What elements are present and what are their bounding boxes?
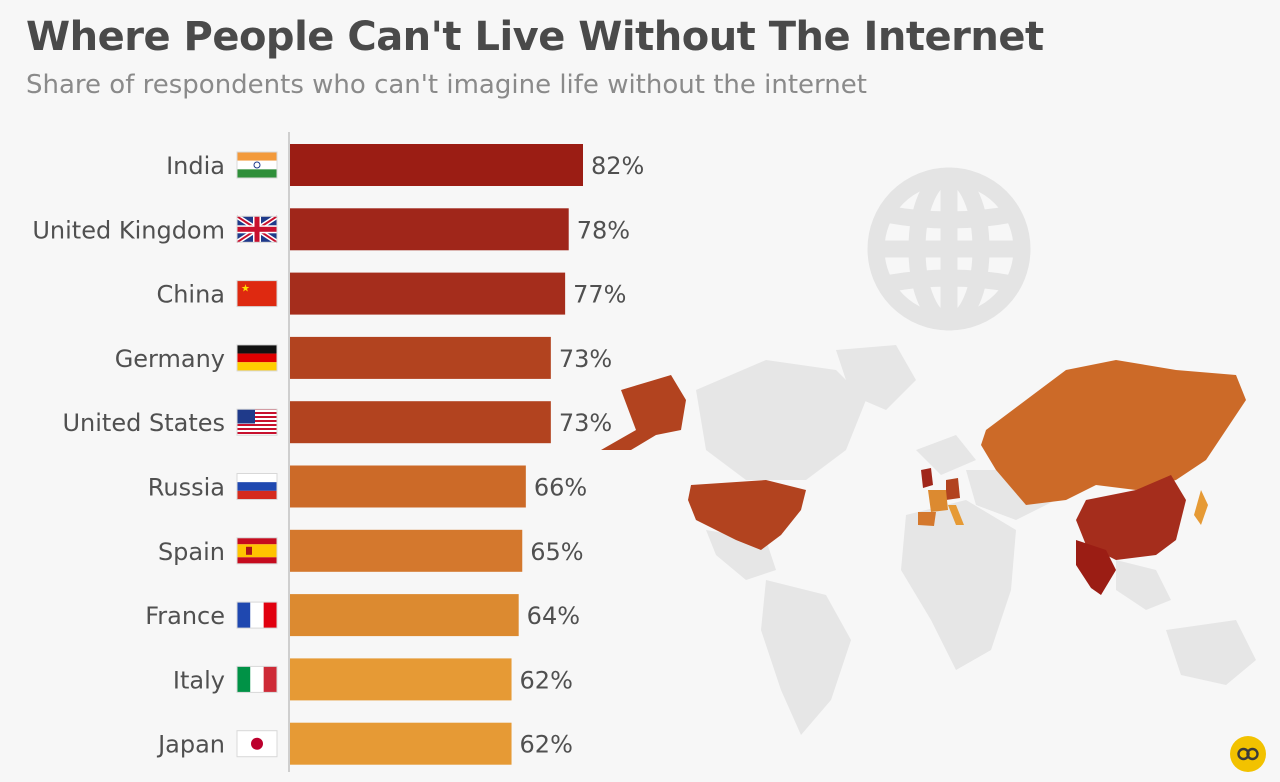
map-china — [1076, 475, 1186, 560]
category-label: United Kingdom — [32, 216, 225, 244]
value-label: 82% — [591, 152, 644, 180]
map-italy — [948, 505, 964, 525]
italy-flag-icon — [236, 665, 278, 693]
category-label: China — [156, 281, 225, 309]
category-label: Japan — [156, 731, 225, 759]
map-spain — [918, 512, 936, 526]
germany-flag-icon — [236, 344, 278, 372]
value-label: 77% — [573, 281, 626, 309]
value-label: 62% — [520, 666, 573, 694]
svg-text:★: ★ — [241, 284, 250, 295]
map-india — [1076, 540, 1116, 595]
map-usa-alaska — [601, 375, 686, 450]
bar-united-kingdom — [290, 208, 569, 251]
category-label: India — [166, 152, 225, 180]
spain-flag-icon — [236, 537, 278, 565]
category-label: Spain — [158, 538, 225, 566]
logo-icon — [1230, 736, 1266, 772]
map-france — [928, 490, 948, 512]
bar-italy — [290, 658, 512, 701]
category-label: Italy — [173, 666, 225, 694]
category-label: Germany — [115, 345, 225, 373]
value-label: 78% — [577, 216, 630, 244]
value-label: 64% — [527, 602, 580, 630]
bar-united-states — [290, 401, 551, 444]
map-germany — [946, 478, 960, 500]
chart-subtitle: Share of respondents who can't imagine l… — [26, 70, 867, 100]
china-flag-icon: ★ — [236, 280, 278, 308]
globe-icon — [867, 167, 1031, 331]
bar-japan — [290, 722, 512, 765]
value-label: 66% — [534, 474, 587, 502]
russia-flag-icon — [236, 473, 278, 500]
value-label: 62% — [520, 731, 573, 759]
uk-flag-icon — [235, 214, 279, 245]
bar-germany — [290, 336, 551, 379]
value-label: 65% — [530, 538, 583, 566]
category-label: Russia — [148, 474, 225, 502]
bar-russia — [290, 465, 526, 508]
usa-flag-icon — [236, 408, 278, 436]
japan-flag-icon — [236, 730, 278, 758]
category-label: United States — [62, 409, 225, 437]
bar-china — [290, 272, 566, 315]
bar-spain — [290, 529, 523, 572]
map-uk — [921, 468, 933, 488]
india-flag-icon — [236, 151, 278, 179]
bar-france — [290, 594, 519, 637]
world-map — [601, 345, 1256, 735]
chart-title: Where People Can't Live Without The Inte… — [26, 14, 1044, 60]
map-russia — [981, 360, 1246, 505]
bar-india — [290, 144, 583, 186]
category-label: France — [145, 602, 225, 630]
france-flag-icon — [236, 601, 278, 629]
value-label: 73% — [559, 345, 612, 373]
value-label: 73% — [559, 409, 612, 437]
bar-chart: India 82% United Kingdom 78% China ★ 77% German… — [32, 132, 644, 772]
map-japan — [1194, 490, 1208, 525]
map-usa — [688, 480, 806, 550]
